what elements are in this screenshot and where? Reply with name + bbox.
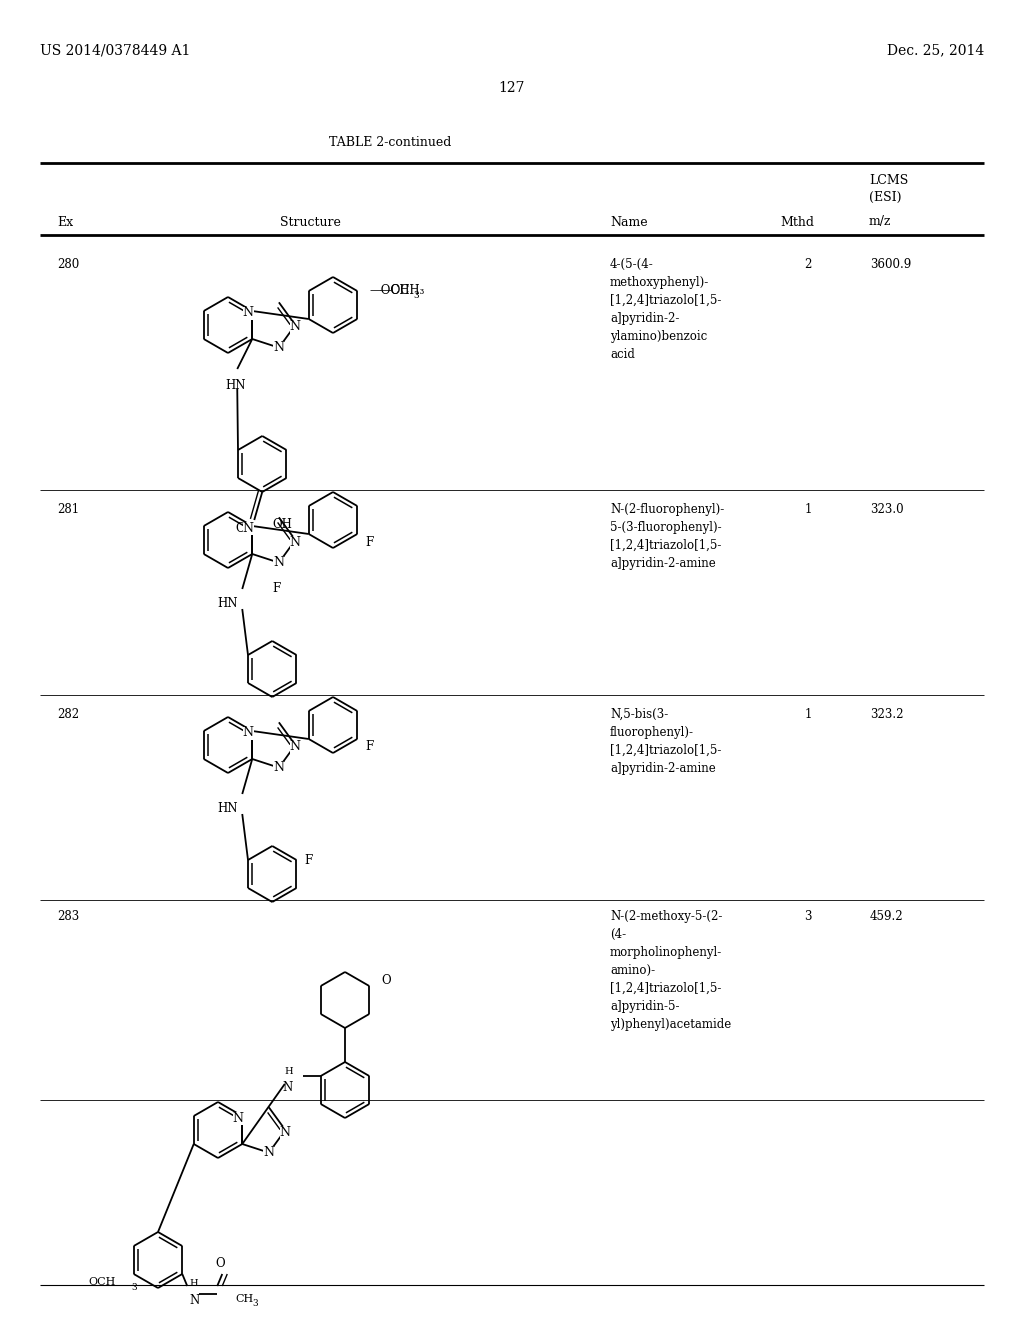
Text: HN: HN: [225, 379, 246, 392]
Text: 459.2: 459.2: [870, 909, 903, 923]
Text: N: N: [290, 321, 301, 334]
Text: 1: 1: [804, 708, 812, 721]
Text: F: F: [366, 741, 374, 754]
Text: Name: Name: [610, 215, 647, 228]
Text: Dec. 25, 2014: Dec. 25, 2014: [887, 44, 984, 57]
Text: CH: CH: [236, 1294, 254, 1304]
Text: O: O: [236, 521, 245, 535]
Text: Mthd: Mthd: [780, 215, 814, 228]
Text: m/z: m/z: [869, 215, 892, 228]
Text: US 2014/0378449 A1: US 2014/0378449 A1: [40, 44, 190, 57]
Text: N,5-bis(3-
fluorophenyl)-
[1,2,4]triazolo[1,5-
a]pyridin-2-amine: N,5-bis(3- fluorophenyl)- [1,2,4]triazol…: [610, 708, 721, 775]
Text: F: F: [366, 536, 374, 549]
Text: N: N: [263, 1146, 274, 1159]
Text: N: N: [273, 556, 285, 569]
Text: LCMS: LCMS: [869, 173, 908, 186]
Text: N: N: [283, 1081, 293, 1094]
Text: 323.2: 323.2: [870, 708, 903, 721]
Text: H: H: [284, 1067, 293, 1076]
Text: —OCH: —OCH: [370, 285, 410, 297]
Text: TABLE 2-continued: TABLE 2-continued: [329, 136, 452, 149]
Text: 3600.9: 3600.9: [870, 257, 911, 271]
Text: Structure: Structure: [280, 215, 340, 228]
Text: N: N: [243, 726, 254, 739]
Text: O: O: [381, 974, 391, 987]
Text: N: N: [189, 1294, 200, 1307]
Text: 1: 1: [804, 503, 812, 516]
Text: Ex: Ex: [57, 215, 73, 228]
Text: OH: OH: [272, 519, 292, 532]
Text: 3: 3: [804, 909, 812, 923]
Text: 3: 3: [414, 290, 419, 300]
Text: H: H: [189, 1279, 198, 1288]
Text: N: N: [290, 536, 301, 549]
Text: N: N: [232, 1111, 244, 1125]
Text: 3: 3: [252, 1299, 258, 1308]
Text: F: F: [304, 854, 312, 866]
Text: 4-(5-(4-
methoxyphenyl)-
[1,2,4]triazolo[1,5-
a]pyridin-2-
ylamino)benzoic
acid: 4-(5-(4- methoxyphenyl)- [1,2,4]triazolo…: [610, 257, 721, 360]
Text: 3: 3: [132, 1283, 137, 1292]
Text: N: N: [273, 762, 285, 774]
Text: N: N: [280, 1126, 291, 1138]
Text: OCH: OCH: [88, 1276, 116, 1287]
Text: 280: 280: [57, 257, 79, 271]
Text: N: N: [273, 341, 285, 354]
Text: 2: 2: [804, 257, 812, 271]
Text: —OCH₃: —OCH₃: [379, 285, 425, 297]
Text: 281: 281: [57, 503, 79, 516]
Text: N: N: [243, 306, 254, 319]
Text: O: O: [215, 1257, 225, 1270]
Text: HN: HN: [217, 803, 238, 814]
Text: F: F: [272, 582, 281, 595]
Text: N-(2-fluorophenyl)-
5-(3-fluorophenyl)-
[1,2,4]triazolo[1,5-
a]pyridin-2-amine: N-(2-fluorophenyl)- 5-(3-fluorophenyl)- …: [610, 503, 724, 570]
Text: N-(2-methoxy-5-(2-
(4-
morpholinophenyl-
amino)-
[1,2,4]triazolo[1,5-
a]pyridin-: N-(2-methoxy-5-(2- (4- morpholinophenyl-…: [610, 909, 731, 1031]
Text: (ESI): (ESI): [869, 190, 901, 203]
Text: HN: HN: [217, 597, 238, 610]
Text: 282: 282: [57, 708, 79, 721]
Text: N: N: [290, 741, 301, 754]
Text: 283: 283: [57, 909, 79, 923]
Text: N: N: [243, 521, 254, 535]
Text: 127: 127: [499, 81, 525, 95]
Text: 323.0: 323.0: [870, 503, 903, 516]
